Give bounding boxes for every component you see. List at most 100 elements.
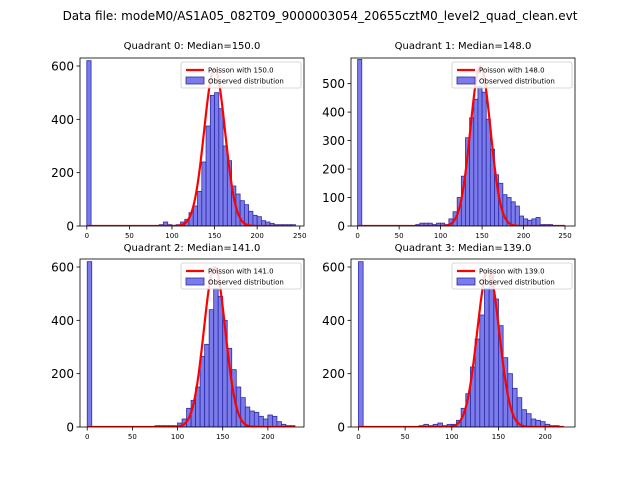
- legend-bars-label: Observed distribution: [208, 78, 284, 86]
- quadrant-3-chart: Quadrant 3: Median=139.0 0 50 100 150 200 0 200…: [322, 243, 576, 441]
- histogram-bar: [192, 205, 198, 226]
- x-tick-label: 50: [125, 232, 134, 240]
- legend-bars-swatch: [185, 277, 205, 286]
- y-tick-label: 200: [322, 367, 345, 381]
- legend-box: [451, 262, 573, 290]
- y-tick-label: 400: [322, 314, 345, 328]
- y-tick-label: 0: [66, 421, 74, 435]
- quadrant-1-chart: Quadrant 1: Median=148.0 0 50 100 150 200 250 0…: [322, 41, 576, 240]
- histogram-bar: [86, 60, 92, 226]
- legend-bars-swatch: [185, 76, 205, 85]
- x-tick-label: 0: [355, 232, 359, 240]
- x-tick-label: 150: [208, 232, 221, 240]
- y-tick-label: 600: [322, 261, 345, 275]
- x-tick-label: 50: [401, 433, 410, 441]
- axes-frame: [79, 258, 305, 428]
- x-tick-label: 0: [85, 232, 89, 240]
- histogram-bar: [479, 314, 485, 427]
- histogram-bar: [514, 205, 520, 226]
- x-tick-label: 100: [171, 433, 184, 441]
- x-tick-label: 100: [445, 433, 458, 441]
- histogram-bar: [258, 415, 264, 427]
- legend-curve-label: Poisson with 139.0: [479, 268, 545, 276]
- histogram-bar: [526, 413, 532, 427]
- histogram-bar: [208, 309, 215, 427]
- x-tick-label: 150: [475, 232, 488, 240]
- histogram-bar: [256, 216, 262, 226]
- legend-bars-label: Observed distribution: [479, 78, 555, 86]
- histogram-bar: [267, 414, 273, 427]
- x-tick-label: 200: [538, 433, 551, 441]
- y-tick-label: 500: [322, 77, 345, 91]
- figure-suptitle: Data file: modeM0/AS1A05_082T09_90000030…: [63, 9, 578, 23]
- histogram-bar: [271, 415, 278, 427]
- legend-box: [180, 262, 302, 290]
- x-tick-label: 0: [85, 433, 89, 441]
- histogram-bar: [199, 355, 206, 427]
- x-tick-label: 200: [261, 433, 274, 441]
- y-tick-label: 0: [337, 421, 345, 435]
- legend-bars-swatch: [456, 76, 476, 85]
- axes-frame: [350, 258, 576, 428]
- poisson-curve: [86, 67, 293, 226]
- y-tick-label: 0: [337, 220, 345, 234]
- axes-frame: [79, 57, 305, 227]
- x-tick-label: 50: [395, 232, 404, 240]
- histogram-bar: [530, 418, 537, 427]
- x-tick-label: 250: [558, 232, 571, 240]
- histogram-bar: [484, 287, 490, 427]
- histogram-bar: [214, 92, 220, 226]
- y-tick-label: 600: [51, 60, 74, 74]
- histogram-bar: [437, 422, 443, 427]
- x-tick-label: 250: [293, 232, 306, 240]
- chart-title: Quadrant 0: Median=150.0: [124, 41, 261, 52]
- histogram-bar: [86, 261, 93, 427]
- axes-frame: [350, 57, 576, 227]
- y-tick-label: 200: [51, 166, 74, 180]
- x-tick-label: 200: [517, 232, 530, 240]
- histogram-bar: [262, 418, 269, 427]
- histogram-bar: [252, 214, 258, 226]
- x-tick-label: 100: [434, 232, 447, 240]
- poisson-curve: [357, 65, 566, 226]
- legend: Poisson with 150.0 Observed distribution: [180, 61, 302, 89]
- histogram-bar: [249, 410, 255, 427]
- legend-box: [451, 61, 573, 89]
- quadrant-2-chart: Quadrant 2: Median=141.0 0 50 100 150 200 0 200…: [51, 243, 305, 441]
- histogram-bar: [253, 411, 260, 427]
- x-tick-label: 150: [492, 433, 505, 441]
- histogram-bar: [213, 287, 219, 427]
- legend-box: [180, 61, 302, 89]
- histogram-bar: [197, 190, 203, 226]
- legend-bars-swatch: [456, 277, 476, 286]
- histogram-bars: [86, 60, 296, 226]
- y-tick-label: 400: [322, 106, 345, 120]
- legend-bars-label: Observed distribution: [208, 279, 284, 287]
- chart-title: Quadrant 2: Median=141.0: [124, 243, 261, 254]
- legend-curve-label: Poisson with 150.0: [208, 67, 274, 75]
- y-tick-label: 300: [322, 134, 345, 148]
- histogram-bar: [222, 145, 228, 226]
- histogram-bar: [163, 221, 169, 226]
- y-tick-label: 0: [66, 220, 74, 234]
- histogram-bar: [485, 118, 491, 226]
- x-tick-label: 200: [250, 232, 263, 240]
- legend: Poisson with 148.0 Observed distribution: [451, 61, 573, 89]
- histogram-bar: [521, 409, 527, 427]
- y-tick-label: 400: [51, 314, 74, 328]
- histogram-bar: [535, 217, 541, 226]
- histogram-bar: [201, 161, 207, 226]
- poisson-curve: [358, 268, 564, 427]
- histogram-bar: [204, 343, 210, 427]
- histogram-bar: [248, 210, 254, 226]
- histogram-bar: [488, 274, 495, 427]
- histogram-bar: [481, 91, 487, 226]
- quadrant-0-chart: Quadrant 0: Median=150.0 0 50 100 150 200 250 0…: [51, 41, 306, 240]
- chart-title: Quadrant 1: Median=148.0: [395, 41, 532, 52]
- histogram-bar: [358, 261, 364, 427]
- x-tick-label: 150: [216, 433, 229, 441]
- legend: Poisson with 141.0 Observed distribution: [180, 262, 302, 290]
- histogram-bars: [86, 261, 296, 427]
- histogram-bar: [473, 98, 479, 226]
